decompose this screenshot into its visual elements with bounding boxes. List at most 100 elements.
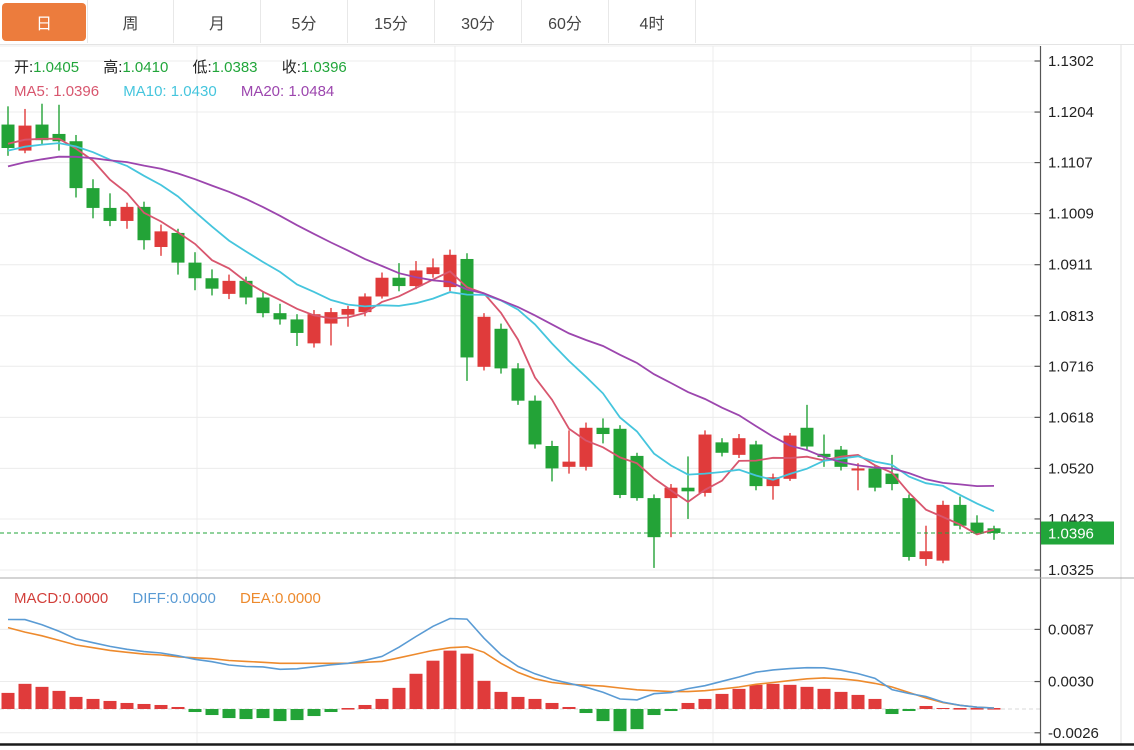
macd-bar[interactable] [596, 709, 610, 722]
macd-bar[interactable] [477, 680, 491, 709]
candle[interactable] [120, 202, 134, 229]
macd-bar[interactable] [545, 702, 559, 709]
candle[interactable] [103, 193, 117, 227]
candle[interactable] [511, 363, 525, 405]
macd-bar[interactable] [936, 707, 950, 709]
macd-bar[interactable] [341, 708, 355, 710]
candle[interactable] [579, 422, 593, 471]
macd-bar[interactable] [698, 698, 712, 709]
candle[interactable] [460, 253, 474, 381]
macd-bar[interactable] [358, 704, 372, 709]
macd-bar[interactable] [970, 708, 984, 710]
candle[interactable] [749, 440, 763, 491]
candle[interactable] [647, 494, 661, 568]
candle[interactable] [188, 252, 202, 291]
macd-bar[interactable] [664, 709, 678, 712]
macd-bar[interactable] [647, 709, 661, 716]
macd-bar[interactable] [137, 703, 151, 709]
candle[interactable] [528, 395, 542, 449]
macd-bar[interactable] [120, 702, 134, 709]
candle[interactable] [715, 438, 729, 457]
candle[interactable] [256, 291, 270, 318]
macd-bar[interactable] [749, 684, 763, 709]
macd-bar[interactable] [154, 704, 168, 709]
tab-week[interactable]: 周 [87, 0, 174, 43]
candle[interactable] [868, 465, 882, 492]
candle[interactable] [545, 440, 559, 482]
macd-bar[interactable] [307, 709, 321, 717]
tab-4hour[interactable]: 4时 [609, 0, 696, 43]
candle[interactable] [800, 404, 814, 450]
macd-bar[interactable] [681, 702, 695, 709]
macd-bar[interactable] [239, 709, 253, 720]
candle[interactable] [919, 525, 933, 566]
candle[interactable] [681, 456, 695, 519]
candle[interactable] [375, 272, 389, 299]
candle[interactable] [766, 473, 780, 500]
candle[interactable] [69, 134, 83, 198]
candle[interactable] [324, 307, 338, 346]
macd-bar[interactable] [1, 692, 15, 709]
macd-bar[interactable] [766, 683, 780, 709]
macd-bar[interactable] [868, 698, 882, 709]
macd-bar[interactable] [613, 709, 627, 732]
macd-bar[interactable] [460, 653, 474, 709]
macd-bar[interactable] [35, 686, 49, 709]
macd-bar[interactable] [426, 660, 440, 709]
candle[interactable] [205, 269, 219, 296]
macd-bar[interactable] [494, 691, 508, 709]
candle[interactable] [409, 261, 423, 290]
macd-bar[interactable] [834, 691, 848, 709]
tab-day[interactable]: 日 [2, 3, 86, 41]
macd-bar[interactable] [851, 694, 865, 709]
macd-bar[interactable] [171, 706, 185, 709]
candle[interactable] [732, 434, 746, 458]
candle[interactable] [477, 313, 491, 371]
candle[interactable] [970, 515, 984, 535]
macd-bar[interactable] [919, 705, 933, 709]
candle[interactable] [630, 452, 644, 501]
candle[interactable] [936, 500, 950, 564]
macd-bar[interactable] [817, 688, 831, 709]
candle[interactable] [494, 323, 508, 374]
candle[interactable] [222, 274, 236, 300]
tab-60min[interactable]: 60分 [522, 0, 609, 43]
candle[interactable] [273, 303, 287, 325]
macd-bar[interactable] [443, 650, 457, 709]
macd-bar[interactable] [562, 706, 576, 709]
macd-bar[interactable] [630, 709, 644, 730]
macd-bar[interactable] [579, 709, 593, 714]
macd-bar[interactable] [18, 683, 32, 709]
candle[interactable] [562, 430, 576, 474]
macd-bar[interactable] [987, 708, 1001, 710]
macd-bar[interactable] [800, 686, 814, 709]
macd-bar[interactable] [52, 690, 66, 709]
macd-bar[interactable] [222, 709, 236, 719]
macd-bar[interactable] [290, 709, 304, 721]
candle[interactable] [290, 314, 304, 346]
macd-bar[interactable] [375, 698, 389, 709]
candle[interactable] [86, 179, 100, 219]
tab-15min[interactable]: 15分 [348, 0, 435, 43]
candle[interactable] [392, 263, 406, 292]
macd-bar[interactable] [392, 687, 406, 709]
macd-bar[interactable] [69, 696, 83, 709]
tab-5min[interactable]: 5分 [261, 0, 348, 43]
macd-bar[interactable] [103, 700, 117, 709]
macd-bar[interactable] [783, 684, 797, 709]
macd-bar[interactable] [528, 698, 542, 709]
candle[interactable] [851, 463, 865, 491]
macd-bar[interactable] [256, 709, 270, 719]
candle[interactable] [664, 484, 678, 538]
macd-bar[interactable] [902, 709, 916, 712]
macd-bar[interactable] [188, 709, 202, 713]
macd-bar[interactable] [953, 708, 967, 710]
macd-bar[interactable] [885, 709, 899, 715]
tab-month[interactable]: 月 [174, 0, 261, 43]
candle[interactable] [426, 258, 440, 278]
candle[interactable] [613, 425, 627, 499]
macd-bar[interactable] [511, 696, 525, 709]
macd-bar[interactable] [205, 709, 219, 716]
candle[interactable] [154, 224, 168, 256]
